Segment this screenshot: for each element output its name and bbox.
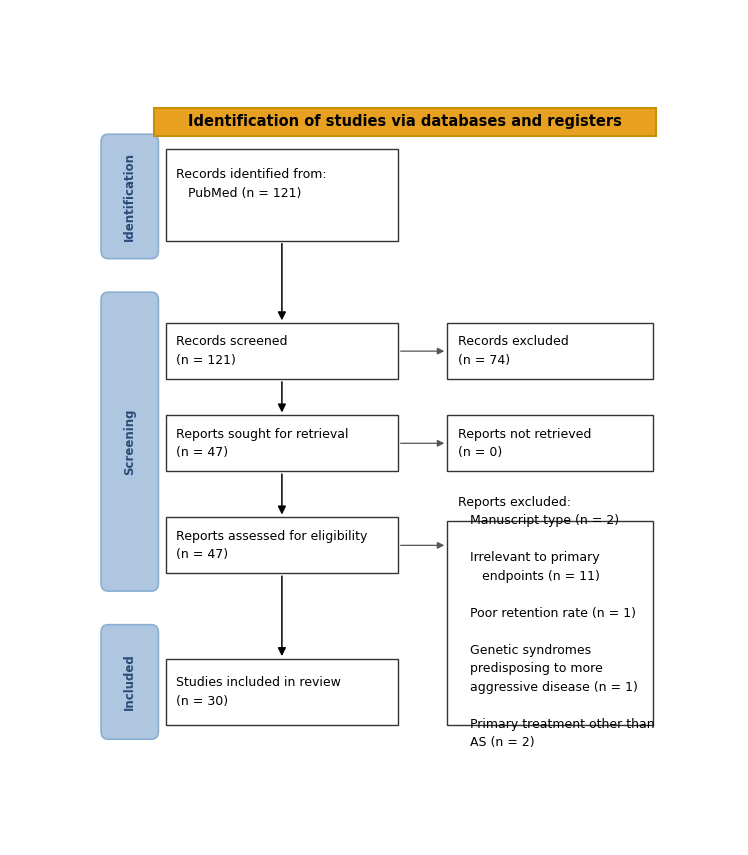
Text: Records excluded
(n = 74): Records excluded (n = 74) bbox=[458, 335, 568, 367]
FancyBboxPatch shape bbox=[101, 134, 159, 258]
Text: Records screened
(n = 121): Records screened (n = 121) bbox=[177, 335, 288, 367]
FancyBboxPatch shape bbox=[154, 108, 656, 136]
FancyBboxPatch shape bbox=[447, 521, 653, 725]
FancyBboxPatch shape bbox=[166, 659, 398, 725]
FancyBboxPatch shape bbox=[166, 149, 398, 241]
Text: Records identified from:
   PubMed (n = 121): Records identified from: PubMed (n = 121… bbox=[177, 168, 327, 200]
FancyBboxPatch shape bbox=[101, 625, 159, 740]
FancyBboxPatch shape bbox=[447, 323, 653, 379]
Text: Identification of studies via databases and registers: Identification of studies via databases … bbox=[188, 115, 622, 129]
Text: Reports assessed for eligibility
(n = 47): Reports assessed for eligibility (n = 47… bbox=[177, 529, 368, 561]
Text: Studies included in review
(n = 30): Studies included in review (n = 30) bbox=[177, 676, 341, 708]
FancyBboxPatch shape bbox=[447, 416, 653, 471]
FancyBboxPatch shape bbox=[166, 517, 398, 574]
Text: Identification: Identification bbox=[123, 152, 136, 241]
Text: Reports not retrieved
(n = 0): Reports not retrieved (n = 0) bbox=[458, 428, 591, 459]
Text: Screening: Screening bbox=[123, 409, 136, 475]
Text: Included: Included bbox=[123, 653, 136, 711]
Text: Reports excluded:
   Manuscript type (n = 2)

   Irrelevant to primary
      end: Reports excluded: Manuscript type (n = 2… bbox=[458, 496, 654, 750]
FancyBboxPatch shape bbox=[166, 323, 398, 379]
Text: Reports sought for retrieval
(n = 47): Reports sought for retrieval (n = 47) bbox=[177, 428, 349, 459]
FancyBboxPatch shape bbox=[166, 416, 398, 471]
FancyBboxPatch shape bbox=[101, 292, 159, 591]
